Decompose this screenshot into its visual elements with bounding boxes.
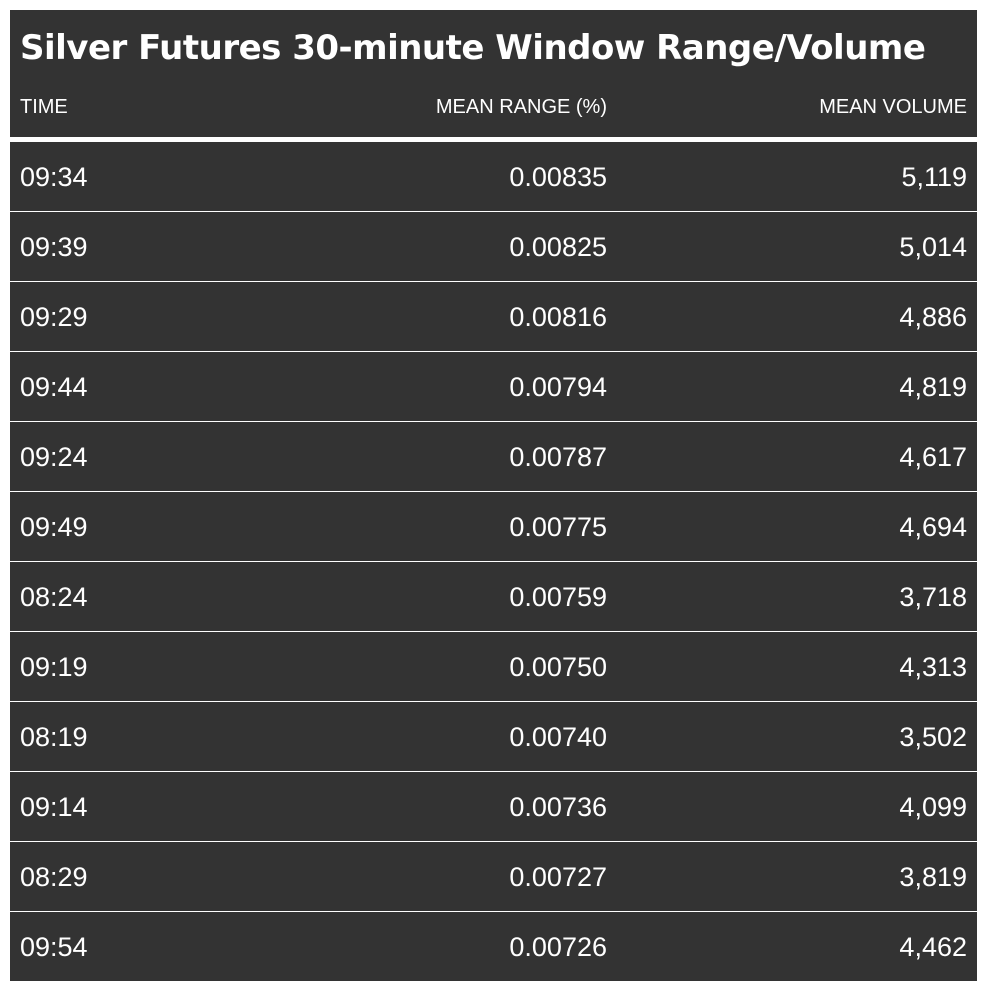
cell-mean-volume: 4,694: [899, 512, 967, 542]
cell-time: 09:49: [20, 512, 88, 542]
cell-mean-volume: 3,718: [899, 582, 967, 612]
table-row: 09:54 0.00726 4,462: [10, 912, 977, 981]
table-header: Silver Futures 30-minute Window Range/Vo…: [10, 10, 977, 137]
cell-mean-range: 0.00825: [509, 232, 607, 262]
column-header-mean-range: MEAN RANGE (%): [435, 96, 607, 118]
cell-mean-range: 0.00835: [509, 162, 607, 192]
cell-time: 09:29: [20, 302, 88, 332]
cell-time: 09:24: [20, 442, 88, 472]
cell-mean-volume: 4,313: [899, 652, 967, 682]
cell-mean-volume: 3,819: [899, 862, 967, 892]
table-row: 09:34 0.00835 5,119: [10, 142, 977, 211]
table-row: 09:19 0.00750 4,313: [10, 632, 977, 701]
cell-time: 09:39: [20, 232, 88, 262]
cell-mean-range: 0.00816: [509, 302, 607, 332]
table-row: 09:39 0.00825 5,014: [10, 212, 977, 281]
cell-mean-range: 0.00775: [509, 512, 607, 542]
cell-mean-range: 0.00759: [509, 582, 607, 612]
cell-time: 09:44: [20, 372, 88, 402]
cell-mean-volume: 3,502: [899, 722, 967, 752]
table-row: 09:14 0.00736 4,099: [10, 772, 977, 841]
cell-mean-range: 0.00750: [509, 652, 607, 682]
cell-mean-volume: 4,819: [899, 372, 967, 402]
data-table: Silver Futures 30-minute Window Range/Vo…: [10, 10, 977, 982]
column-header-time: TIME: [20, 96, 68, 118]
cell-time: 09:14: [20, 792, 88, 822]
table-body: 09:34 0.00835 5,119 09:39 0.00825 5,014 09:29 0…: [10, 142, 977, 982]
table-row: 09:44 0.00794 4,819: [10, 352, 977, 421]
cell-time: 08:29: [20, 862, 88, 892]
cell-mean-range: 0.00794: [509, 372, 607, 402]
table-row: 08:29 0.00727 3,819: [10, 842, 977, 911]
table-row: 09:49 0.00775 4,694: [10, 492, 977, 561]
table-row: 08:24 0.00759 3,718: [10, 562, 977, 631]
cell-mean-range: 0.00787: [509, 442, 607, 472]
cell-mean-range: 0.00727: [509, 862, 607, 892]
cell-mean-range: 0.00726: [509, 932, 607, 962]
table-row: 09:29 0.00816 4,886: [10, 282, 977, 351]
cell-time: 09:19: [20, 652, 88, 682]
cell-time: 08:24: [20, 582, 88, 612]
cell-mean-volume: 4,462: [899, 932, 967, 962]
cell-mean-range: 0.00736: [509, 792, 607, 822]
cell-mean-volume: 5,119: [901, 162, 967, 192]
table-row: 09:24 0.00787 4,617: [10, 422, 977, 491]
table-row: 08:19 0.00740 3,502: [10, 702, 977, 771]
cell-time: 09:34: [20, 162, 88, 192]
table-title: Silver Futures 30-minute Window Range/Vo…: [20, 28, 926, 68]
cell-mean-volume: 5,014: [899, 232, 967, 262]
cell-mean-volume: 4,099: [899, 792, 967, 822]
cell-time: 08:19: [20, 722, 88, 752]
column-header-mean-volume: MEAN VOLUME: [819, 96, 967, 118]
cell-mean-volume: 4,617: [899, 442, 967, 472]
cell-mean-range: 0.00740: [509, 722, 607, 752]
cell-mean-volume: 4,886: [899, 302, 967, 332]
cell-time: 09:54: [20, 932, 88, 962]
